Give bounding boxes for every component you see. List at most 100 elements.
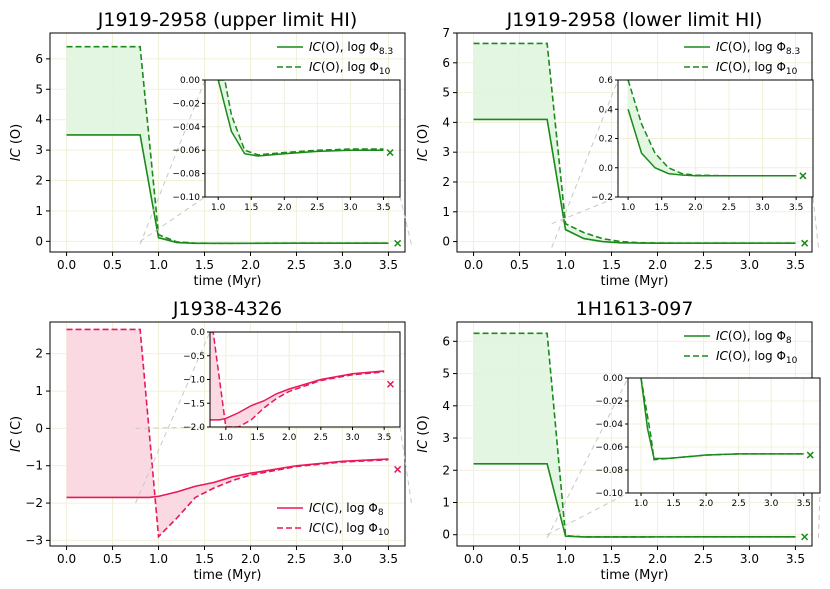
x-tick-label: 1.0 bbox=[149, 552, 168, 566]
inset-endpoint-marker bbox=[386, 380, 395, 388]
inset-connector bbox=[551, 79, 619, 248]
inset-x-tick-label: 1.0 bbox=[634, 499, 649, 509]
x-tick-label: 3.0 bbox=[740, 258, 759, 272]
legend-entry-subscript: 8 bbox=[786, 336, 792, 346]
y-tick-label: 5 bbox=[442, 86, 450, 100]
y-tick-label: 1 bbox=[35, 204, 43, 218]
series-line-1 bbox=[66, 458, 389, 499]
legend-entry: IC(C), log Φ8 bbox=[309, 501, 384, 518]
inset-series-line-2 bbox=[640, 378, 804, 461]
x-tick-label: 0.0 bbox=[464, 552, 483, 566]
y-axis-label: IC (O) bbox=[9, 124, 24, 161]
inset-x-tick-label: 3.5 bbox=[789, 203, 803, 213]
inset-series-line-1 bbox=[217, 80, 384, 157]
inset-x-tick-label: 1.5 bbox=[666, 499, 680, 509]
y-axis-label-rest: (O) bbox=[9, 124, 24, 149]
legend-entry: IC(O), log Φ10 bbox=[309, 60, 391, 77]
inset-plot-area bbox=[210, 332, 385, 427]
x-tick-label: 1.5 bbox=[195, 258, 214, 272]
legend-entry-subscript: 10 bbox=[786, 356, 798, 366]
inset-endpoint-marker-stroke bbox=[386, 149, 394, 157]
inset-x-tick-label: 3.5 bbox=[377, 433, 391, 443]
chart-title: J1919-2958 (lower limit HI) bbox=[506, 9, 763, 31]
legend-entry-italic: IC bbox=[716, 329, 729, 343]
legend-entry-subscript: 8.3 bbox=[379, 47, 393, 57]
inset-frame bbox=[204, 79, 401, 198]
endpoint-marker bbox=[801, 533, 809, 541]
axes-frame bbox=[49, 32, 406, 253]
inset-connector bbox=[812, 196, 819, 248]
legend-entry-text: (O), log Φ bbox=[321, 40, 379, 54]
inset-connector bbox=[135, 331, 211, 504]
x-tick-label: 2.5 bbox=[694, 258, 713, 272]
inset-endpoint-marker bbox=[386, 149, 394, 157]
legend-entry-text: (O), log Φ bbox=[728, 329, 786, 343]
inset-y-tick-label: −2.0 bbox=[183, 423, 205, 433]
legend: IC(O), log Φ8.3IC(O), log Φ10 bbox=[684, 40, 800, 77]
inset-series-line-2 bbox=[627, 80, 797, 177]
y-tick-label: 2 bbox=[35, 174, 43, 188]
x-tick-label: 2.5 bbox=[287, 552, 306, 566]
y-tick-label: 0 bbox=[442, 235, 450, 249]
inset-x-tick-label: 3.5 bbox=[797, 499, 811, 509]
legend-entry: IC(O), log Φ8.3 bbox=[716, 40, 800, 57]
inset-y-tick-label: 0.0 bbox=[191, 328, 206, 338]
legend-entry-subscript: 8 bbox=[378, 508, 384, 518]
inset-y-tick-label: −0.02 bbox=[172, 99, 200, 109]
y-axis-label: IC (C) bbox=[9, 416, 24, 452]
x-tick-label: 1.5 bbox=[195, 552, 214, 566]
series-line-2 bbox=[66, 328, 389, 539]
legend-entry-italic: IC bbox=[716, 60, 729, 74]
x-tick-label: 3.5 bbox=[379, 258, 398, 272]
x-tick-label: 2.0 bbox=[241, 258, 260, 272]
x-tick-label: 0.5 bbox=[103, 258, 122, 272]
legend-entry: IC(C), log Φ10 bbox=[309, 521, 390, 538]
chart-panel-4: 0.0 0.5 1.0 1.5 2.0 2.5 3.0 3.5 0 1 2 3 4 5 6 1H1613-09… bbox=[416, 298, 821, 583]
series-line-2 bbox=[66, 45, 389, 245]
legend-entry-italic: IC bbox=[309, 40, 322, 54]
series-line-1 bbox=[473, 118, 796, 245]
y-axis-label-italic: IC bbox=[9, 147, 24, 161]
inset-axes: 1.0 1.5 2.0 2.5 3.0 3.5 −0.10 −0.08 −0.06 −0.04 −0… bbox=[546, 374, 821, 539]
chart-title: J1919-2958 (upper limit HI) bbox=[97, 9, 357, 31]
inset-y-tick-label: 0.0 bbox=[599, 164, 614, 174]
legend-entry-text: (O), log Φ bbox=[728, 40, 786, 54]
axes-frame bbox=[49, 321, 406, 547]
x-axis-label: time (Myr) bbox=[601, 274, 669, 289]
inset-y-tick-label: 0.00 bbox=[180, 76, 200, 86]
legend-entry-subscript: 10 bbox=[378, 528, 390, 538]
inset-y-tick-label: −0.04 bbox=[172, 123, 200, 133]
legend-entry-text: (C), log Φ bbox=[321, 521, 378, 535]
endpoint-marker bbox=[394, 465, 402, 473]
inset-connector bbox=[139, 79, 206, 245]
inset-x-tick-label: 1.5 bbox=[244, 203, 258, 213]
chart-title: J1938-4326 bbox=[172, 298, 282, 320]
inset-y-tick-label: −0.06 bbox=[595, 443, 623, 453]
inset-x-tick-label: 2.5 bbox=[722, 203, 736, 213]
legend-entry-text: (O), log Φ bbox=[728, 60, 786, 74]
inset-plot-area bbox=[217, 80, 384, 157]
inset-connector bbox=[399, 426, 412, 504]
y-tick-label: 5 bbox=[35, 82, 43, 96]
inset-x-tick-label: 3.0 bbox=[764, 499, 779, 509]
y-tick-label: 0 bbox=[35, 234, 43, 248]
inset-background bbox=[628, 378, 820, 493]
x-tick-label: 0.0 bbox=[464, 258, 483, 272]
inset-y-tick-label: −0.5 bbox=[183, 352, 205, 362]
legend-entry-text: (O), log Φ bbox=[321, 60, 379, 74]
y-axis-label-rest: (O) bbox=[416, 124, 431, 149]
inset-y-tick-label: −0.10 bbox=[172, 193, 200, 203]
inset-plot-area bbox=[627, 80, 797, 177]
x-tick-label: 3.0 bbox=[740, 552, 759, 566]
y-tick-label: 1 bbox=[442, 495, 450, 509]
y-tick-label: 2 bbox=[442, 463, 450, 477]
y-tick-label: −1 bbox=[25, 459, 43, 473]
inset-y-tick-label: −1.5 bbox=[183, 399, 205, 409]
y-tick-label: 4 bbox=[442, 115, 450, 129]
y-tick-label: 1 bbox=[442, 205, 450, 219]
y-tick-label: 5 bbox=[442, 367, 450, 381]
inset-y-tick-label: −0.10 bbox=[595, 489, 623, 499]
y-axis-label-rest: (O) bbox=[416, 415, 431, 440]
legend-entry-text: (O), log Φ bbox=[728, 349, 786, 363]
